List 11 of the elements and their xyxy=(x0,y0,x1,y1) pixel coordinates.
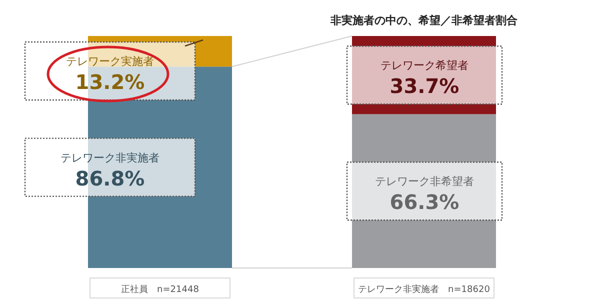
x-tick-label: テレワーク非実施者 n=18620 xyxy=(358,284,490,295)
data-label: 13.2% xyxy=(75,70,145,94)
series-label: テレワーク希望者 xyxy=(380,59,468,72)
chart-title: 非実施者の中の、希望／非希望者割合 xyxy=(330,14,518,27)
series-label: テレワーク非実施者 xyxy=(60,151,160,164)
data-label: 86.8% xyxy=(75,166,145,190)
series-label: テレワーク実施者 xyxy=(66,55,154,68)
series-label: テレワーク非希望者 xyxy=(375,175,474,188)
x-tick-label: 正社員 n=21448 xyxy=(121,284,200,295)
data-label: 66.3% xyxy=(390,190,460,214)
data-label: 33.7% xyxy=(390,74,460,98)
